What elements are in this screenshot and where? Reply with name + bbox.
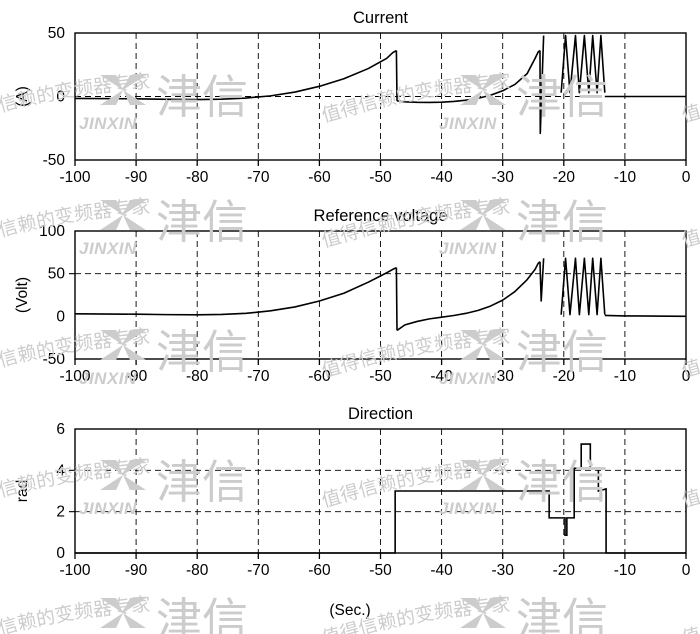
svg-text:津信: 津信 (156, 326, 248, 378)
svg-text:值得信赖的变频器专家: 值得信赖的变频器专家 (0, 594, 151, 634)
svg-text:JINXIN: JINXIN (79, 369, 137, 388)
svg-text:津信: 津信 (516, 594, 608, 634)
svg-text:津信: 津信 (516, 196, 608, 248)
svg-text:津信: 津信 (516, 71, 608, 123)
svg-text:津信: 津信 (516, 326, 608, 378)
svg-text:JINXIN: JINXIN (79, 114, 137, 133)
svg-text:JINXIN: JINXIN (79, 499, 137, 518)
svg-text:JINXIN: JINXIN (439, 499, 497, 518)
svg-text:JINXIN: JINXIN (439, 369, 497, 388)
svg-text:值得信赖的变频器专家: 值得信赖的变频器专家 (679, 594, 700, 634)
svg-text:津信: 津信 (516, 456, 608, 508)
svg-text:津信: 津信 (156, 456, 248, 508)
svg-text:JINXIN: JINXIN (439, 114, 497, 133)
svg-text:津信: 津信 (156, 71, 248, 123)
svg-text:值得信赖的变频器专家: 值得信赖的变频器专家 (679, 326, 700, 382)
svg-text:JINXIN: JINXIN (439, 239, 497, 258)
svg-text:值得信赖的变频器专家: 值得信赖的变频器专家 (679, 71, 700, 127)
svg-text:值得信赖的变频器专家: 值得信赖的变频器专家 (679, 196, 700, 252)
svg-text:JINXIN: JINXIN (79, 239, 137, 258)
svg-text:津信: 津信 (156, 196, 248, 248)
svg-text:津信: 津信 (156, 594, 248, 634)
svg-text:值得信赖的变频器专家: 值得信赖的变频器专家 (679, 456, 700, 512)
